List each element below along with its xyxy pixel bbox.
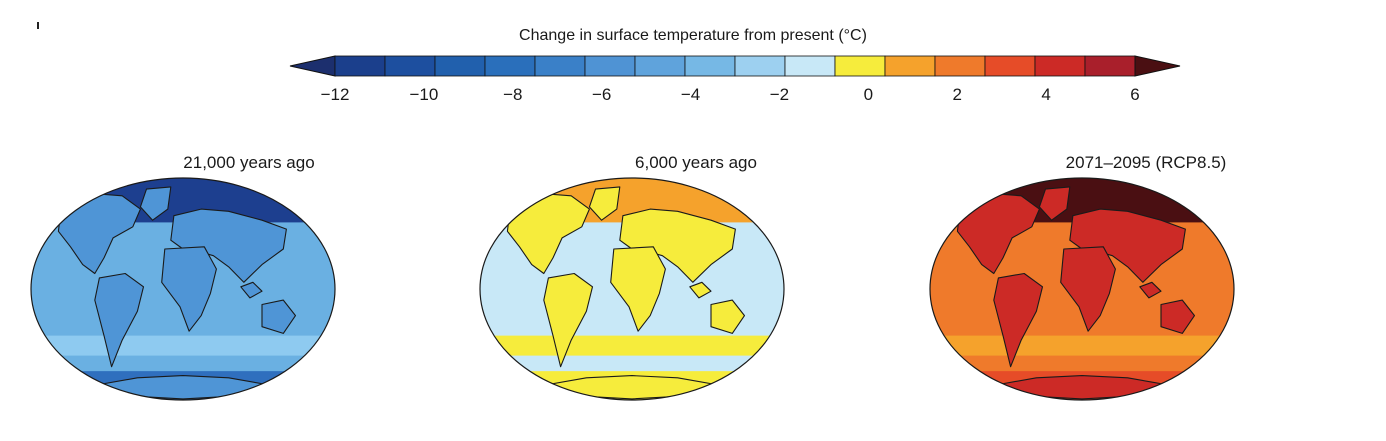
continent (543, 272, 594, 368)
continent (506, 192, 590, 275)
continent (161, 246, 217, 332)
continent (139, 186, 172, 221)
colorbar (289, 55, 1181, 77)
colorbar-tick-label: 4 (1041, 85, 1051, 104)
panel-title-6000-years-ago: 6,000 years ago (635, 153, 757, 172)
colorbar-tick-label: −10 (409, 85, 439, 104)
colorbar-tick-label: 6 (1130, 85, 1140, 104)
continent (261, 299, 297, 334)
map-outline (929, 177, 1235, 401)
continent (1038, 186, 1071, 221)
map-future (930, 178, 1234, 400)
colorbar-tick-label: 0 (863, 85, 874, 104)
southern-ocean-band (480, 335, 784, 356)
colorbar-over-arrow (1134, 55, 1181, 77)
colorbar-title: Change in surface temperature from prese… (519, 27, 867, 44)
continent (1160, 299, 1196, 334)
continent (1060, 246, 1116, 332)
continent (94, 272, 145, 368)
colorbar-tick-label: 2 (952, 85, 962, 104)
continent (993, 272, 1044, 368)
continent (1139, 281, 1162, 299)
colorbar-tick-label: −6 (591, 85, 612, 104)
corner-mark (37, 22, 39, 29)
continent (240, 281, 263, 299)
map-outline (479, 177, 785, 401)
panel-title-21000-years-ago: 21,000 years ago (183, 153, 315, 172)
continent (710, 299, 746, 334)
map-mid (480, 178, 784, 400)
map-outline (30, 177, 336, 401)
map-lgm (31, 178, 335, 400)
southern-ocean-band (31, 335, 335, 356)
continent (689, 281, 712, 299)
colorbar-tick-label: −8 (503, 85, 523, 104)
continent (610, 246, 666, 332)
panel-title-2071-2095: 2071–2095 (RCP8.5) (1065, 153, 1227, 172)
colorbar-tick-label: −4 (680, 85, 701, 104)
continent (57, 192, 141, 275)
continent (588, 186, 621, 221)
colorbar-tick-label: −12 (320, 85, 350, 104)
continent (956, 192, 1040, 275)
colorbar-tick-label: −2 (769, 85, 790, 104)
southern-ocean-band (930, 335, 1234, 356)
